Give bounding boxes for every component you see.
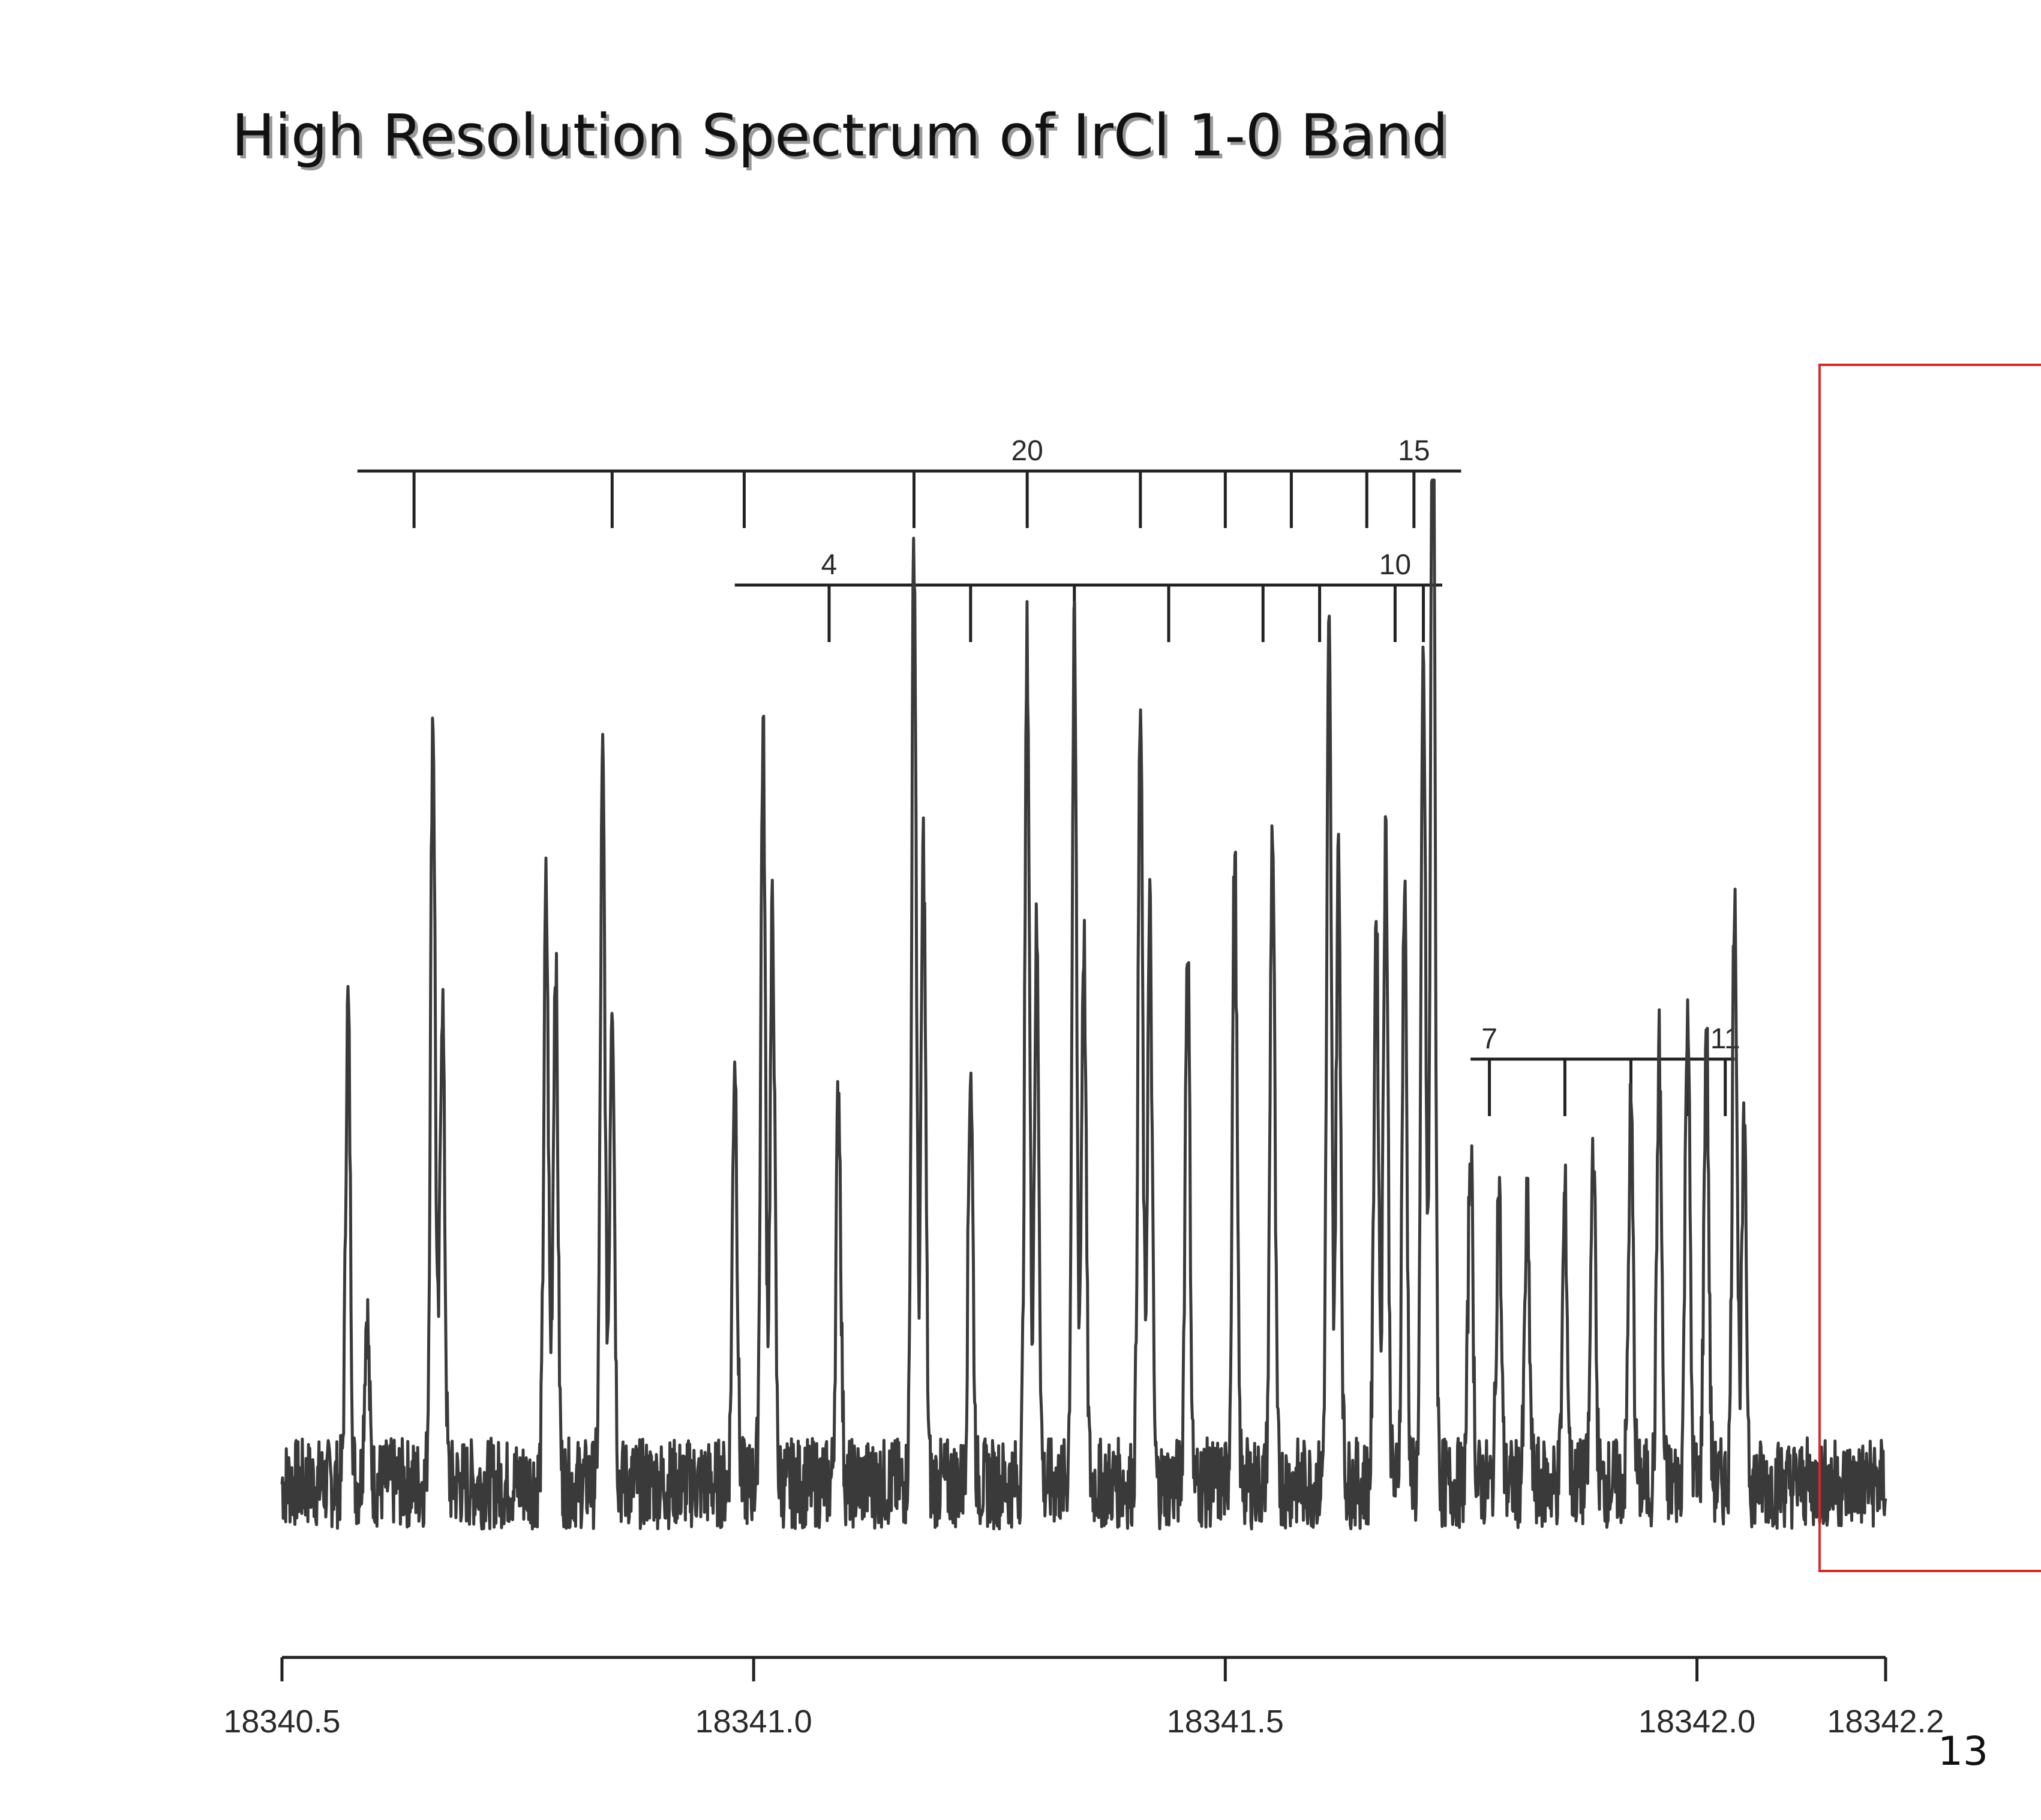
spectrum-trace [280,478,1887,1531]
highlight-box [1818,364,2041,1572]
x-tick-label: 18341.0 [695,1704,812,1740]
progression-label: 15 [1398,435,1430,467]
x-tick-label: 18340.5 [223,1704,340,1740]
progression-label: 4 [821,549,838,581]
chart-title: High Resolution Spectrum of IrCl 1-0 Ban… [232,102,1448,169]
x-tick-label: 18342.2 [1827,1704,1944,1740]
x-tick-label: 18342.0 [1638,1704,1755,1740]
progression-label: 7 [1481,1023,1497,1055]
progression-label: 20 [1011,435,1043,467]
slide-number: 13 [1938,1728,1988,1774]
rotational-progressions: 20 154 107 11 [357,435,1740,1116]
x-tick-label: 18341.5 [1167,1704,1284,1740]
x-axis: 18340.5 18341.0 18341.5 18342.0 18342.2 [223,1656,1944,1740]
progression-label: 10 [1379,549,1411,581]
